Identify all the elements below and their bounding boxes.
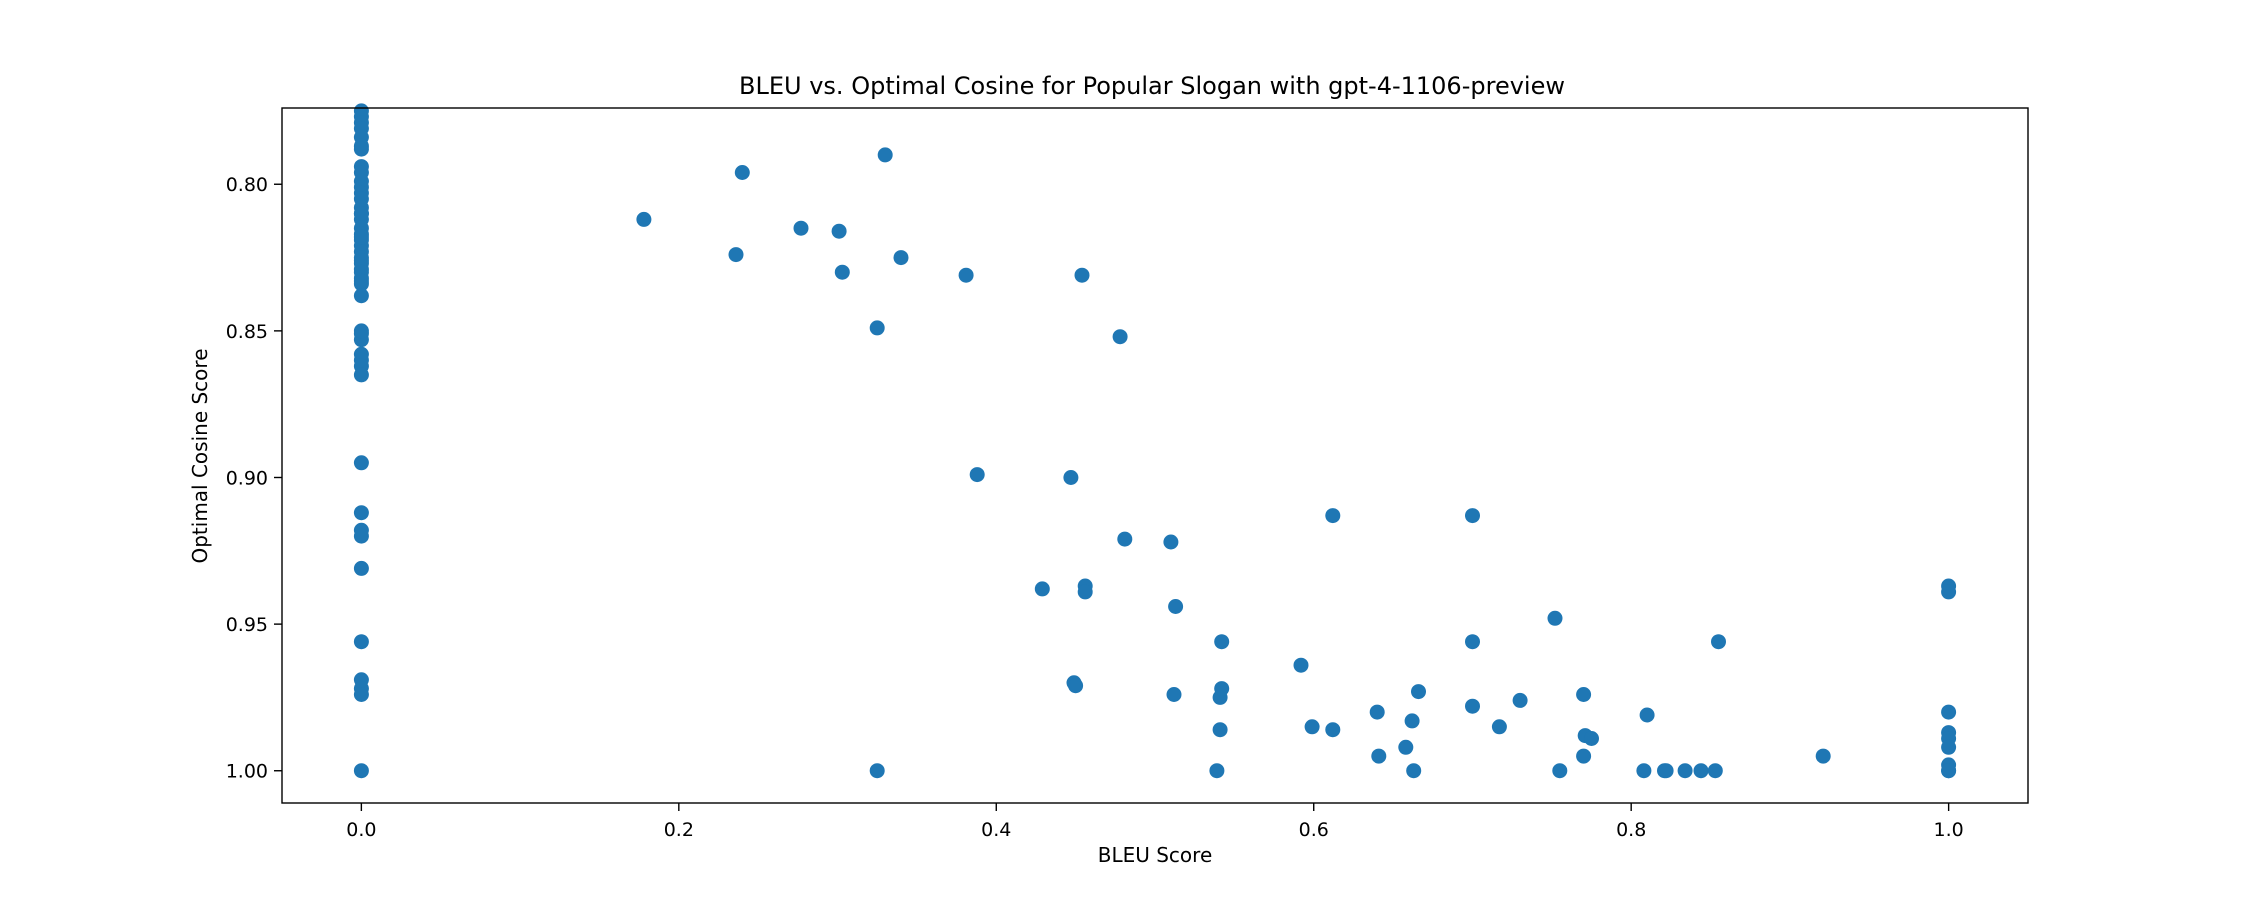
data-point	[1406, 763, 1422, 779]
y-tick-label: 0.90	[226, 467, 268, 489]
data-point	[1068, 678, 1084, 694]
data-point	[1398, 739, 1414, 755]
data-point	[353, 367, 369, 383]
data-point	[1209, 763, 1225, 779]
data-point	[353, 229, 369, 245]
plot-frame	[281, 107, 2029, 804]
data-point	[353, 141, 369, 157]
data-point	[969, 467, 985, 483]
data-point	[1639, 707, 1655, 723]
y-tick-label: 0.85	[226, 321, 268, 343]
data-point	[1693, 763, 1709, 779]
data-point	[1465, 698, 1480, 714]
data-point	[1584, 731, 1599, 746]
data-point	[728, 247, 744, 263]
data-point	[1077, 584, 1093, 600]
data-point	[1404, 713, 1420, 729]
data-point	[1491, 719, 1507, 735]
x-tick-label: 1.0	[1934, 819, 1964, 841]
data-point	[877, 147, 893, 163]
data-point	[1163, 534, 1179, 550]
data-point	[1117, 531, 1133, 547]
data-point	[353, 253, 369, 268]
data-point	[1325, 722, 1341, 738]
data-point	[636, 211, 652, 227]
y-tick-label: 0.80	[226, 174, 268, 196]
data-points	[353, 103, 1957, 779]
y-axis-label: Optimal Cosine Score	[188, 348, 212, 563]
data-point	[1168, 599, 1184, 614]
data-point	[353, 505, 369, 521]
data-point	[1547, 610, 1563, 626]
data-point	[353, 560, 369, 576]
data-point	[1658, 763, 1674, 779]
data-point	[1465, 634, 1480, 650]
data-point	[353, 323, 369, 339]
data-point	[1636, 763, 1652, 779]
y-axis-ticks: 0.80 0.85 0.90 0.95 1.00	[226, 174, 282, 783]
x-tick-label: 0.8	[1616, 819, 1646, 841]
data-point	[1815, 748, 1831, 764]
data-point	[869, 320, 885, 336]
x-tick-label: 0.2	[664, 819, 694, 841]
data-point	[958, 267, 974, 283]
x-tick-label: 0.4	[981, 819, 1011, 841]
data-point	[353, 206, 369, 222]
data-point	[1214, 634, 1230, 650]
data-point	[353, 763, 369, 779]
data-point	[831, 223, 847, 239]
data-point	[1063, 470, 1079, 485]
x-tick-label: 0.6	[1299, 819, 1329, 841]
data-point	[1576, 687, 1592, 702]
data-point	[1711, 634, 1726, 650]
data-point	[1034, 581, 1050, 597]
data-point	[734, 165, 750, 180]
data-point	[353, 528, 369, 544]
data-point	[1166, 687, 1182, 702]
x-axis-label: BLEU Score	[1098, 843, 1213, 867]
data-point	[834, 264, 850, 280]
data-point	[1304, 719, 1320, 735]
data-point	[353, 687, 369, 702]
data-point	[1677, 763, 1693, 779]
data-point	[1465, 508, 1480, 524]
data-point	[893, 250, 909, 266]
data-point	[1212, 722, 1228, 738]
data-point	[1112, 329, 1128, 345]
data-point	[1576, 748, 1592, 764]
data-point	[1325, 508, 1341, 524]
y-tick-label: 0.95	[226, 614, 268, 636]
data-point	[793, 220, 809, 236]
x-axis-ticks: 0.0 0.2 0.4 0.6 0.8 1.0	[346, 803, 1964, 841]
data-point	[353, 273, 369, 289]
data-point	[1369, 704, 1385, 720]
y-tick-label: 1.00	[226, 761, 268, 783]
data-point	[1512, 692, 1528, 708]
x-tick-label: 0.0	[346, 819, 376, 841]
data-point	[1411, 684, 1426, 700]
data-point	[1293, 657, 1309, 673]
chart-title: BLEU vs. Optimal Cosine for Popular Slog…	[739, 72, 1565, 100]
data-point	[1074, 267, 1090, 283]
data-point	[1941, 584, 1957, 600]
data-point	[1214, 681, 1230, 697]
data-point	[1941, 704, 1957, 720]
data-point	[353, 455, 369, 471]
data-point	[353, 634, 369, 650]
data-point	[353, 288, 369, 304]
data-point	[1941, 739, 1957, 755]
data-point	[1552, 763, 1568, 779]
data-point	[1941, 763, 1957, 779]
data-point	[1707, 763, 1723, 779]
data-point	[869, 763, 885, 779]
data-point	[1371, 748, 1387, 764]
